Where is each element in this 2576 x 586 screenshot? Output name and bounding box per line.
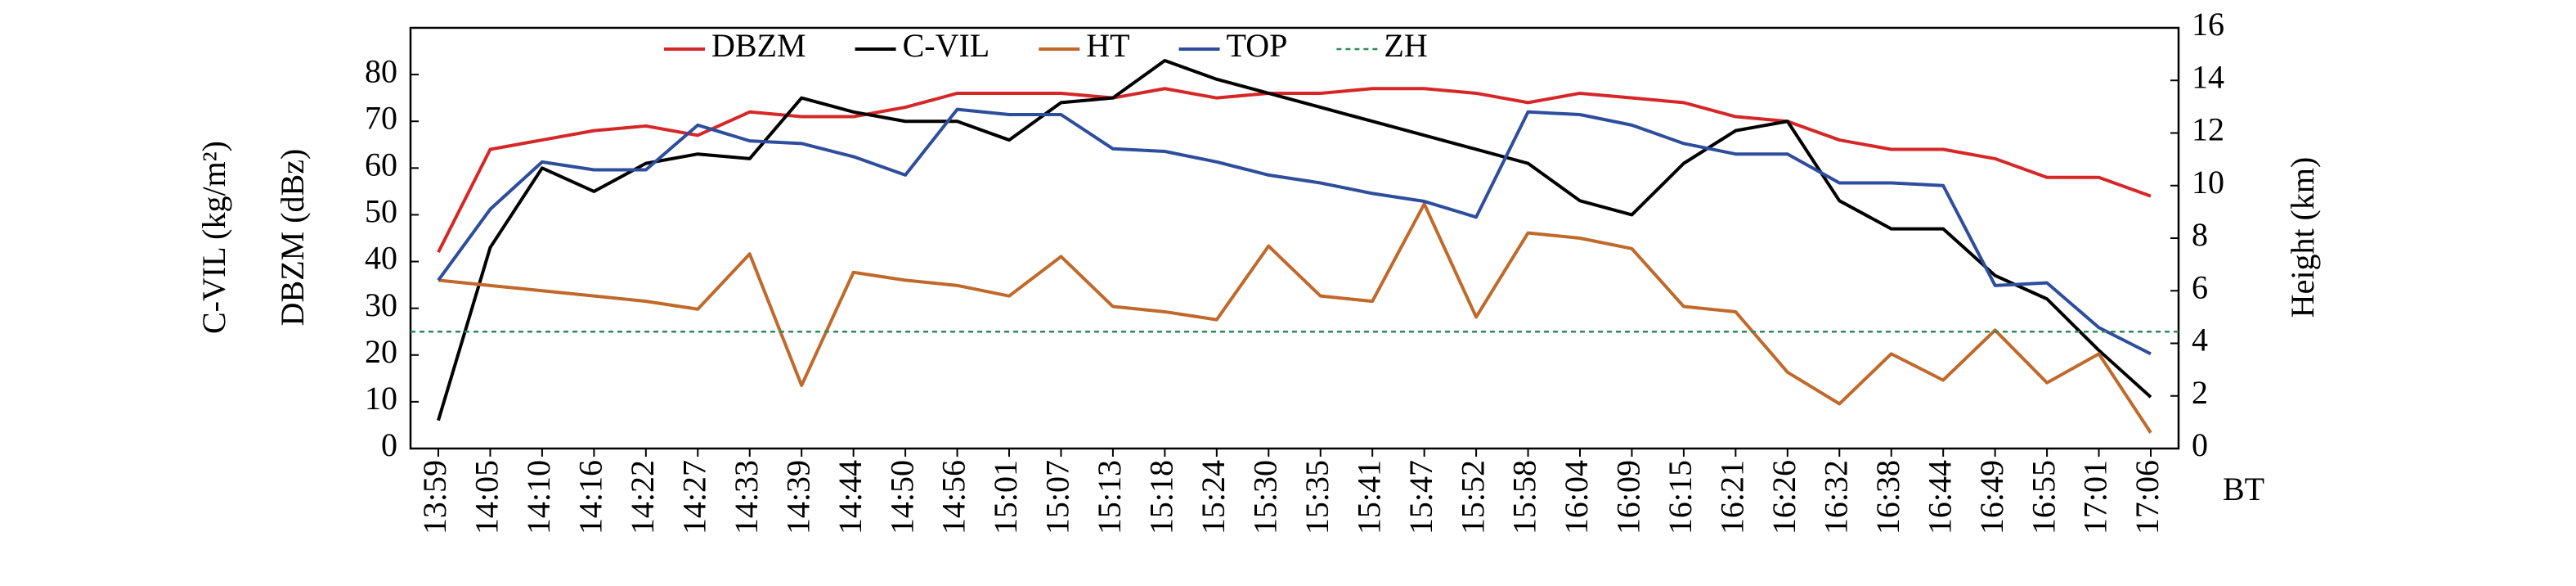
series-line (437, 107, 2152, 356)
x-tick-label: 15:18 (1143, 460, 1180, 534)
series-line (438, 202, 2152, 434)
y2-axis-label: Height (km) (2284, 157, 2321, 318)
x-tick-label: 15:24 (1195, 460, 1232, 534)
legend-label: C-VIL (903, 27, 990, 64)
x-tick-label: 16:04 (1558, 460, 1595, 534)
x-tick-label: 14:44 (832, 460, 868, 534)
y-tick-label: 50 (365, 193, 397, 230)
y-tick-label: 10 (365, 380, 397, 417)
x-tick-label: 15:41 (1350, 460, 1387, 534)
x-tick-label: 14:16 (572, 460, 609, 534)
x-tick-label: 14:27 (675, 460, 712, 534)
legend-label: ZH (1384, 27, 1427, 64)
series-line (437, 58, 2152, 421)
y-tick-label: 30 (365, 286, 397, 323)
legend-label: HT (1086, 27, 1129, 64)
y-tick-label: 60 (365, 146, 397, 183)
x-tick-label: 16:38 (1869, 460, 1906, 534)
y-axis-label: C-VIL (kg/m²) (195, 141, 232, 334)
y2-tick-label: 2 (2192, 374, 2208, 411)
x-tick-label: 14:05 (469, 460, 505, 534)
x-tick-label: 15:13 (1091, 460, 1128, 534)
x-tick-label: 16:32 (1817, 460, 1854, 534)
x-tick-label: 17:06 (2129, 460, 2165, 534)
x-tick-label: 14:10 (520, 460, 557, 534)
x-tick-label: 16:09 (1610, 460, 1647, 534)
x-tick-label: 16:26 (1766, 460, 1802, 534)
y-tick-label: 40 (365, 240, 397, 277)
x-tick-label: 14:22 (624, 460, 661, 534)
x-tick-label: 16:15 (1662, 460, 1699, 534)
x-tick-label: 17:01 (2077, 460, 2114, 534)
y2-tick-label: 6 (2192, 268, 2208, 305)
x-tick-label: 15:58 (1506, 460, 1543, 534)
plot-frame (409, 26, 2180, 450)
series-line (437, 87, 2152, 254)
y-tick-label: 80 (365, 52, 397, 89)
x-tick-label: 16:21 (1714, 460, 1751, 534)
y-tick-label: 0 (381, 426, 397, 463)
y-tick-label: 20 (365, 333, 397, 370)
y2-tick-label: 0 (2192, 426, 2208, 463)
x-tick-label: 15:52 (1454, 460, 1491, 534)
y2-tick-label: 16 (2192, 6, 2224, 43)
x-tick-label: 15:01 (987, 460, 1024, 534)
y2-tick-label: 4 (2192, 322, 2208, 358)
y2-tick-label: 12 (2192, 111, 2224, 148)
x-tick-label: 16:49 (1973, 460, 2010, 534)
x-tick-label: 16:44 (1921, 460, 1958, 534)
legend-label: DBZM (711, 27, 806, 64)
y2-tick-label: 10 (2192, 164, 2224, 201)
x-tick-label: 15:47 (1402, 460, 1439, 534)
y-axis-label: DBZM (dBz) (274, 149, 311, 327)
x-tick-label: 15:30 (1246, 460, 1283, 534)
x-tick-label: 14:56 (936, 460, 972, 534)
y2-tick-label: 8 (2192, 216, 2208, 253)
x-tick-label: 14:33 (728, 460, 765, 534)
x-tick-label: 14:50 (883, 460, 920, 534)
x-tick-label: 15:35 (1299, 460, 1335, 534)
x-tick-label: 15:07 (1039, 460, 1076, 534)
x-tick-label: 16:55 (2025, 460, 2062, 534)
legend-label: TOP (1227, 27, 1288, 64)
x-tick-label: 14:39 (779, 460, 816, 534)
x-axis-label: BT (2223, 471, 2264, 507)
x-tick-label: 13:59 (416, 460, 453, 534)
y-tick-label: 70 (365, 99, 397, 136)
y2-tick-label: 14 (2192, 58, 2224, 95)
